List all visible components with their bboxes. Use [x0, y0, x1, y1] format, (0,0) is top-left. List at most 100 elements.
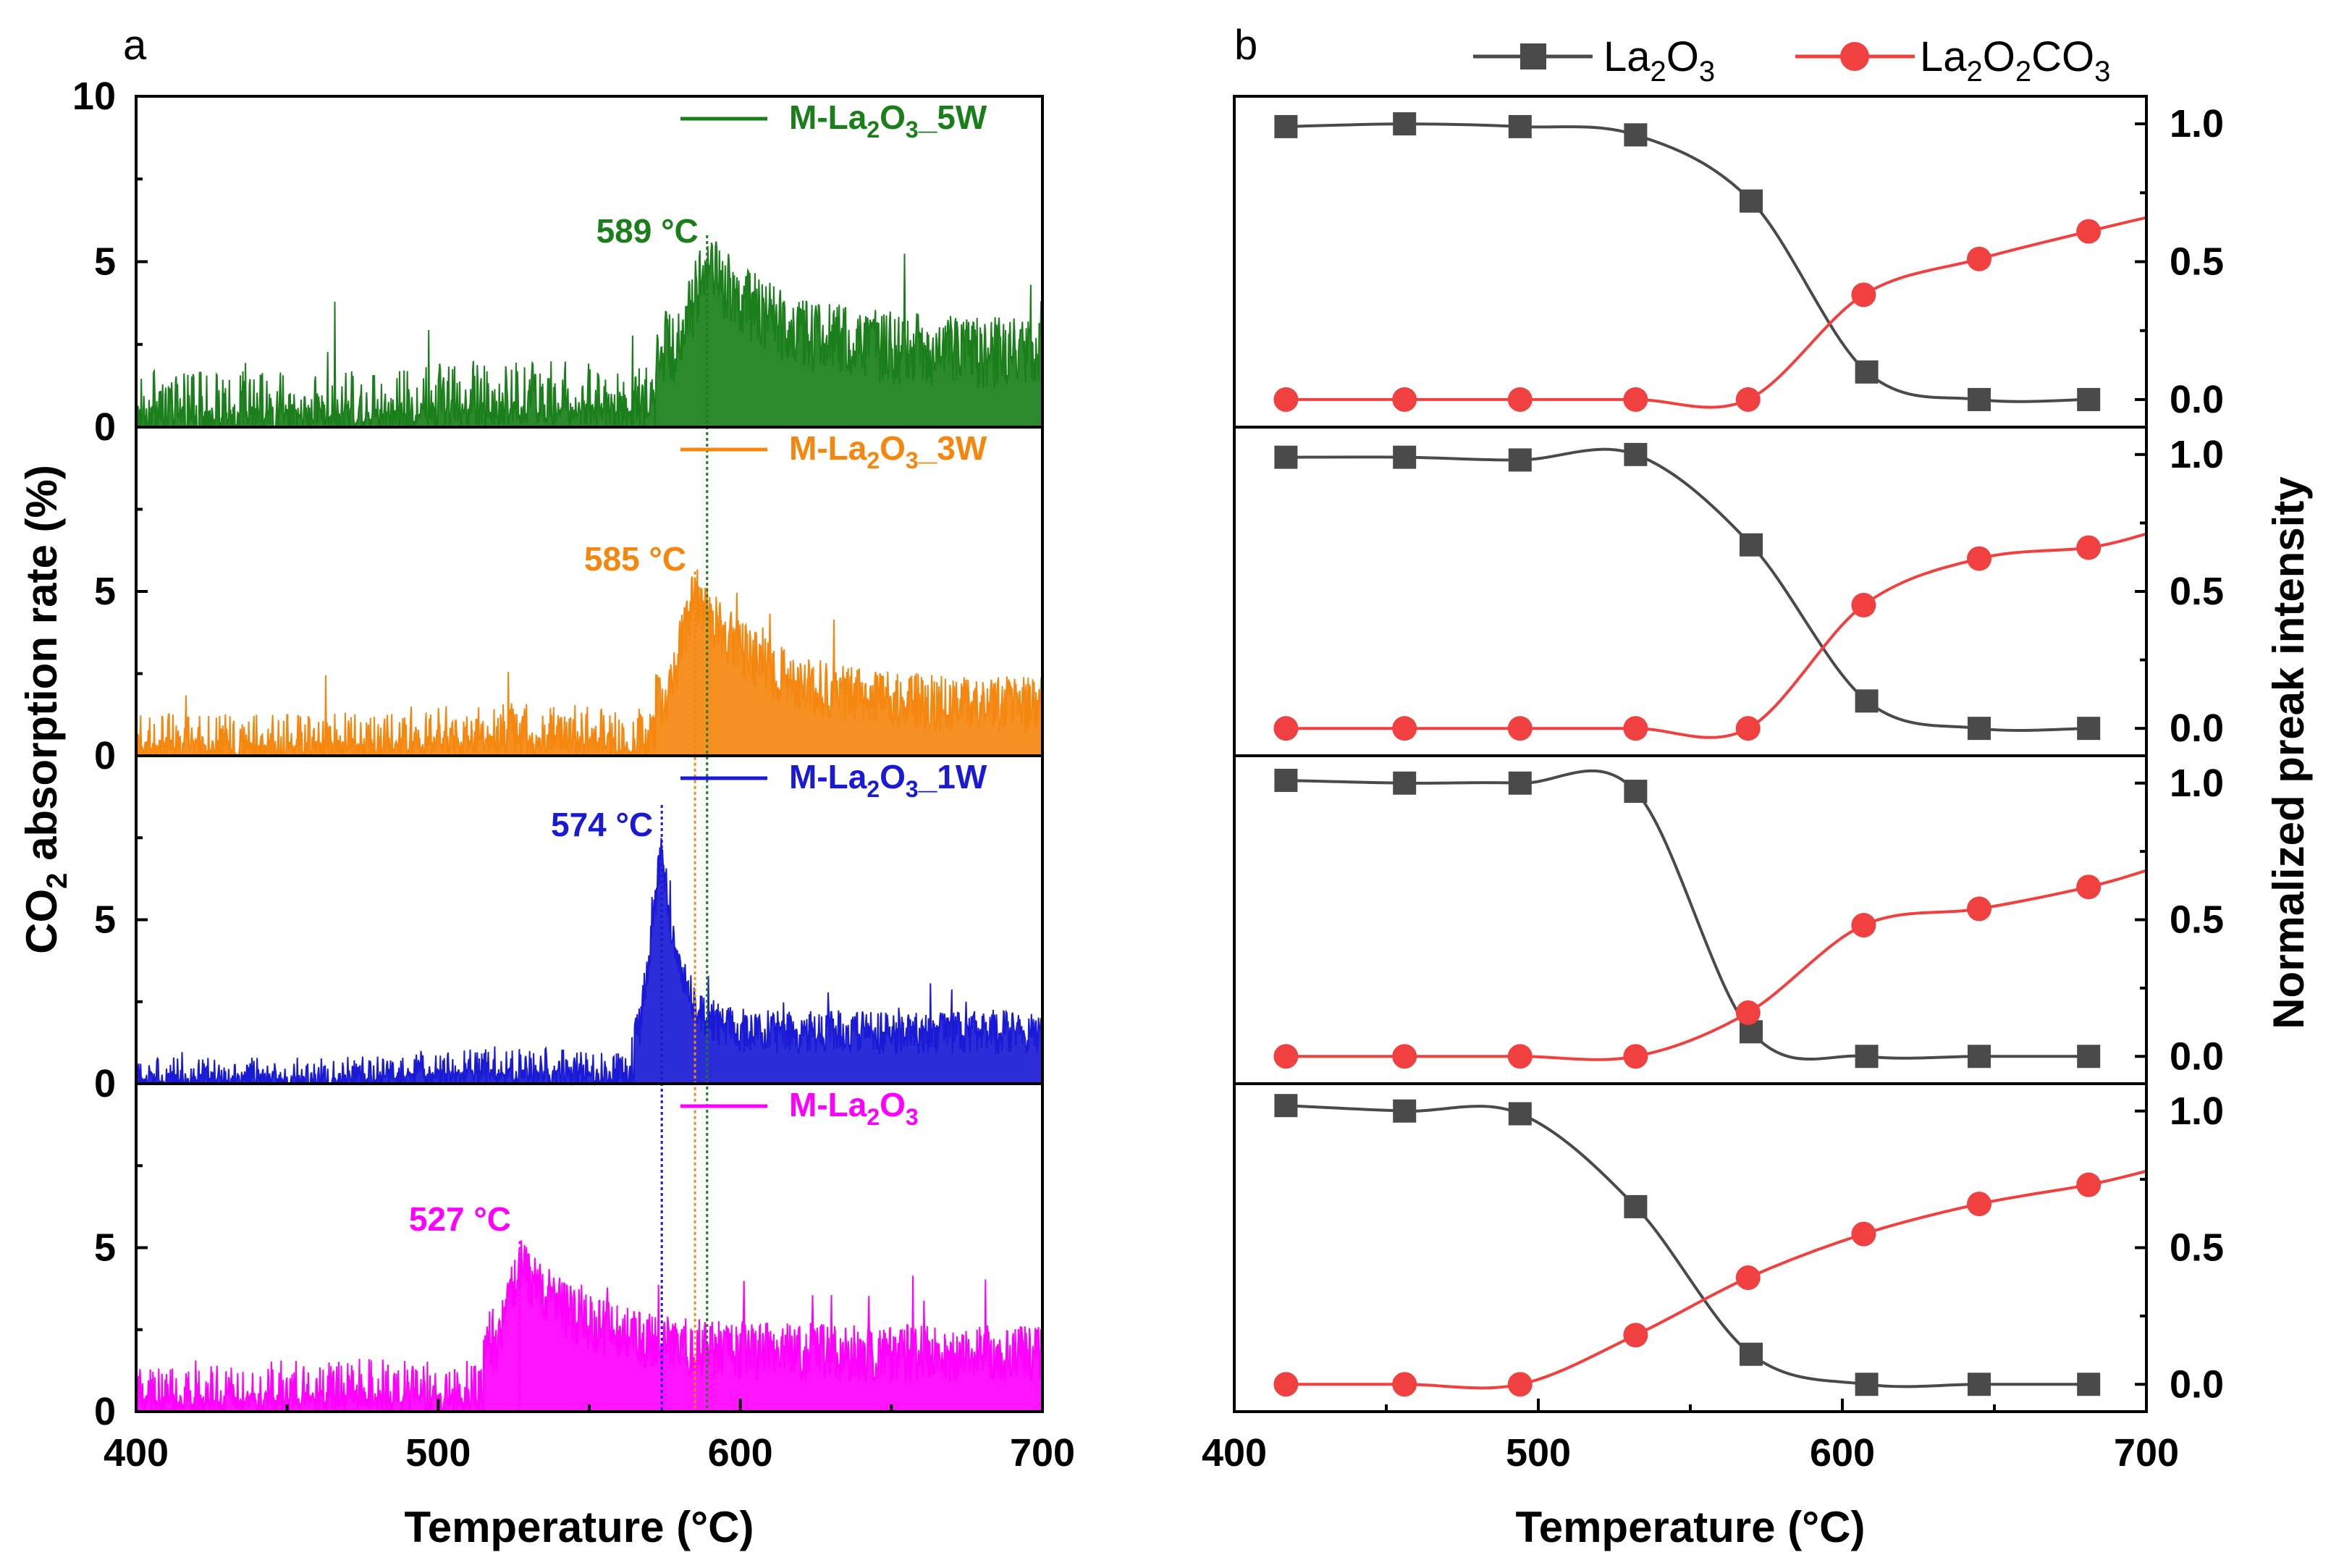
- panel-a-ticks: 0 5 10 0 5 0 5 0 5 400 500 600 700: [72, 75, 1075, 1475]
- legend-la2o3-pre: La: [1603, 33, 1651, 80]
- panel-b-la2o3-point-2-1: [1274, 445, 1298, 469]
- y-label-rest: absorption rate (%): [17, 465, 66, 872]
- panel-b-la2o3-point-3-6: [1855, 1045, 1879, 1068]
- panel-b-la2o2co3-point-2-5: [1735, 716, 1761, 741]
- panel-b-xtick-label-600: 600: [1810, 1431, 1875, 1475]
- panel-b-ytick-label-1-1.0: 1.0: [2170, 102, 2224, 146]
- panel-b-ticks: 0.0 0.5 1.0 0.0 0.5 1.0 0.0 0.5 1.0 0.0 0.5 1.0 400 5…: [1202, 102, 2224, 1475]
- panel-a-ytick-label-4-0: 0: [94, 1390, 116, 1433]
- panel-a-spectrum-fill-2: [136, 569, 1042, 756]
- panel-a-spectrum-fill-1: [136, 241, 1042, 427]
- panel-a-peak-label-2: 585 °C: [584, 540, 686, 578]
- panel-b-la2o3-curve-1: [1286, 122, 2089, 403]
- panel-b-la2o3-point-1-6: [1855, 360, 1879, 384]
- panel-b-la2o3-point-3-7: [1968, 1045, 1991, 1068]
- panel-a-spectrum-line-3: [135, 838, 1043, 1087]
- panel-b-ytick-label-3-0.5: 0.5: [2170, 898, 2224, 942]
- panel-a-ytick-label-2-0: 0: [94, 734, 116, 777]
- legend-la2o3-mid: O: [1666, 33, 1699, 80]
- panel-b-la2o2co3-point-3-6: [1851, 913, 1876, 938]
- legend-pre: M-La: [789, 1086, 867, 1124]
- panel-b-la2o3-point-4-8: [2077, 1373, 2101, 1396]
- panel-b-la2o2co3-point-2-1: [1273, 716, 1299, 741]
- panel-b-la2o2co3-point-1-2: [1392, 387, 1417, 412]
- panel-b-la2o3-point-1-7: [1968, 387, 1991, 411]
- legend-mid: O: [880, 98, 906, 136]
- panel-b-xtick-label-400: 400: [1202, 1431, 1267, 1475]
- panel-b-la2o2co3-point-4-8: [2076, 1172, 2102, 1197]
- legend-sub2: 3: [906, 447, 919, 473]
- panel-a-spectrum-fill-3: [136, 838, 1042, 1084]
- legend-mid: O: [880, 758, 906, 796]
- panel-b-legend: La2O3 La2O2CO3: [1473, 33, 2110, 88]
- panel-b-la2o2co3-point-4-1: [1273, 1372, 1299, 1397]
- panel-b-plots: [1273, 112, 2147, 1397]
- panel-b-ytick-label-1-0.5: 0.5: [2170, 240, 2224, 284]
- panel-b-la2o2co3-point-2-7: [1967, 546, 1991, 571]
- legend-sub1: 2: [867, 1104, 880, 1130]
- panel-b-la2o2co3-point-3-3: [1507, 1044, 1533, 1069]
- panel-b-ytick-label-4-0.0: 0.0: [2170, 1362, 2224, 1406]
- legend-la2o2co3-sub3: 3: [2094, 56, 2110, 88]
- panel-b-la2o2co3-point-3-5: [1735, 1000, 1761, 1025]
- panel-b-la2o2co3-point-1-8: [2076, 219, 2102, 244]
- panel-b-la2o3-curve-3: [1286, 769, 2089, 1061]
- panel-a-xtick-label-700: 700: [1010, 1431, 1075, 1475]
- panel-b-la2o3-point-3-4: [1624, 780, 1648, 804]
- panel-a-legend-label-1: M-La2O3_5W: [789, 98, 987, 143]
- panel-b-ytick-label-4-0.5: 0.5: [2170, 1226, 2224, 1270]
- legend-sub1: 2: [867, 776, 880, 802]
- legend-sub2: 3: [906, 776, 919, 802]
- panel-b-ytick-label-2-0.5: 0.5: [2170, 570, 2224, 613]
- panel-a-xtick-label-500: 500: [405, 1431, 471, 1475]
- panel-b-la2o3-point-2-4: [1624, 442, 1648, 466]
- panel-b-la2o2co3-point-2-8: [2076, 535, 2102, 560]
- panel-b-la2o2co3-point-1-6: [1851, 282, 1876, 308]
- panel-a-peak-label-3: 574 °C: [551, 806, 653, 843]
- panel-b-la2o2co3-point-2-2: [1392, 716, 1417, 741]
- panel-a-x-axis-label: Temperature (°C): [405, 1503, 754, 1551]
- panel-b-la2o3-point-4-2: [1393, 1099, 1417, 1123]
- legend-pre: M-La: [789, 98, 867, 136]
- panel-b-la2o2co3-point-4-7: [1967, 1192, 1991, 1217]
- panel-a-legend-label-2: M-La2O3_3W: [789, 429, 987, 473]
- panel-a-ytick-label-3-0: 0: [94, 1062, 116, 1105]
- panel-a-ytick-label-2-5: 5: [94, 570, 116, 613]
- panel-a-xtick-label-400: 400: [104, 1431, 169, 1475]
- panel-b-y-axis-label: Normalized preak intensity: [2264, 476, 2313, 1029]
- panel-a-ytick-label-3-5: 5: [94, 898, 116, 942]
- panel-a-spectrum-line-1: [135, 241, 1043, 430]
- legend-la2o3-sub2: 3: [1699, 56, 1715, 88]
- panel-b-la2o3-point-2-6: [1855, 689, 1879, 713]
- panel-b-la2o2co3-point-4-3: [1507, 1372, 1533, 1397]
- legend-sub2: 3: [906, 1104, 919, 1130]
- panel-a-peak-label-1: 589 °C: [597, 212, 699, 250]
- legend-mid: O: [880, 429, 906, 467]
- legend-la2o2co3-sub1: 2: [1967, 56, 1983, 88]
- panel-b-la2o3-point-4-6: [1855, 1373, 1879, 1396]
- panel-b-la2o3-point-3-3: [1508, 771, 1532, 795]
- panel-b: 0.0 0.5 1.0 0.0 0.5 1.0 0.0 0.5 1.0 0.0 0.5 1.0 400 5…: [1202, 33, 2313, 1551]
- y-label-sub: 2: [41, 873, 73, 889]
- panel-b-la2o3-curve-4: [1286, 1104, 2089, 1388]
- panel-a-peak-label-4: 527 °C: [409, 1200, 511, 1238]
- panel-b-la2o3-point-4-5: [1740, 1342, 1763, 1366]
- panel-label-b: b: [1234, 22, 1257, 69]
- panel-b-x-axis-label: Temperature (°C): [1516, 1503, 1866, 1551]
- legend-pre: M-La: [789, 758, 867, 796]
- panel-b-xtick-label-500: 500: [1506, 1431, 1571, 1475]
- panel-b-la2o2co3-point-4-5: [1735, 1265, 1761, 1291]
- panel-b-la2o3-point-3-2: [1393, 771, 1417, 795]
- panel-b-la2o3-point-1-4: [1624, 123, 1648, 147]
- panel-b-ytick-label-1-0.0: 0.0: [2170, 378, 2224, 421]
- panel-b-la2o3-point-1-2: [1393, 112, 1417, 136]
- legend-sub1: 2: [867, 117, 880, 143]
- panel-b-la2o2co3-point-3-4: [1623, 1044, 1648, 1069]
- legend-sub2: 3: [906, 117, 919, 143]
- panel-a-legend-label-4: M-La2O3: [789, 1086, 919, 1130]
- y-label-co: CO: [17, 889, 66, 954]
- panel-a-spectrum-line-4: [135, 1240, 1043, 1414]
- panel-b-ytick-label-4-1.0: 1.0: [2170, 1089, 2224, 1133]
